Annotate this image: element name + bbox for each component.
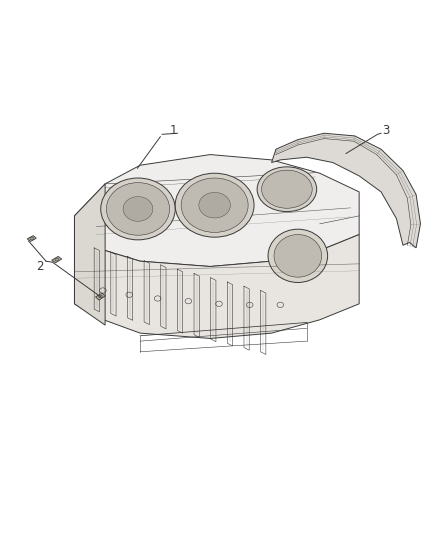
- Text: 2: 2: [35, 260, 43, 273]
- Polygon shape: [272, 133, 420, 248]
- Ellipse shape: [181, 178, 248, 232]
- Ellipse shape: [268, 229, 328, 282]
- Text: 3: 3: [382, 124, 389, 137]
- Polygon shape: [95, 293, 106, 300]
- Polygon shape: [74, 184, 105, 325]
- Ellipse shape: [106, 183, 170, 235]
- Ellipse shape: [274, 235, 321, 277]
- Ellipse shape: [101, 178, 175, 240]
- Polygon shape: [27, 236, 36, 241]
- Polygon shape: [74, 235, 359, 338]
- Ellipse shape: [199, 192, 230, 218]
- Ellipse shape: [261, 170, 312, 208]
- Ellipse shape: [175, 173, 254, 237]
- Ellipse shape: [123, 197, 153, 221]
- Ellipse shape: [257, 167, 317, 212]
- Polygon shape: [74, 155, 359, 266]
- Polygon shape: [52, 256, 62, 263]
- Text: 1: 1: [169, 124, 177, 137]
